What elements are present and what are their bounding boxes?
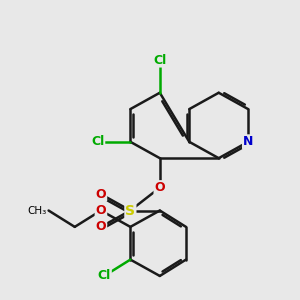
Text: O: O (96, 188, 106, 201)
Text: O: O (154, 181, 165, 194)
Text: Cl: Cl (91, 135, 104, 148)
Text: O: O (96, 204, 106, 217)
Text: N: N (243, 135, 253, 148)
Text: S: S (125, 203, 135, 218)
Text: CH₃: CH₃ (28, 206, 47, 215)
Text: Cl: Cl (153, 53, 167, 67)
Text: Cl: Cl (98, 269, 111, 283)
Text: O: O (96, 220, 106, 233)
